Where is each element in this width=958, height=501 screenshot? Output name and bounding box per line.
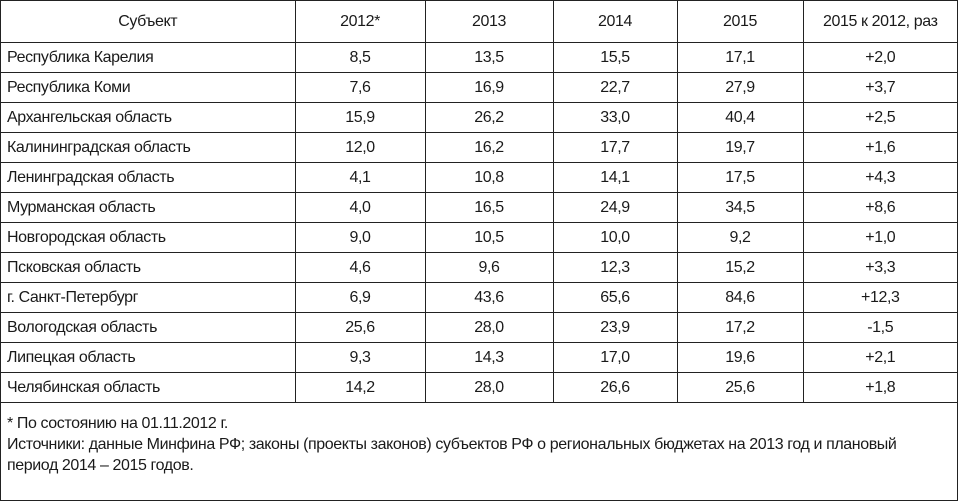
value-cell: 17,1 bbox=[676, 42, 804, 73]
data-table: Субъект 2012* 2013 2014 2015 2015 к 2012, раз… bbox=[1, 1, 957, 403]
value-cell: 25,6 bbox=[294, 312, 426, 343]
table-row: Вологодская область 25,6 28,0 23,9 17,2 -1,5 bbox=[1, 312, 957, 343]
region-cell: Новгородская область bbox=[1, 222, 296, 253]
table-row: г. Санкт-Петербург 6,9 43,6 65,6 84,6 +12,3 bbox=[1, 282, 957, 313]
value-cell: 9,6 bbox=[424, 252, 554, 283]
region-cell: Архангельская область bbox=[1, 102, 296, 133]
value-cell: 25,6 bbox=[676, 372, 804, 403]
value-cell: +3,3 bbox=[802, 252, 957, 283]
value-cell: +3,7 bbox=[802, 72, 957, 103]
value-cell: 14,1 bbox=[552, 162, 678, 193]
value-cell: 17,7 bbox=[552, 132, 678, 163]
region-cell: Республика Коми bbox=[1, 72, 296, 103]
value-cell: 26,6 bbox=[552, 372, 678, 403]
value-cell: 17,2 bbox=[676, 312, 804, 343]
header-cell: 2014 bbox=[552, 1, 678, 43]
header-cell: Субъект bbox=[1, 1, 296, 43]
value-cell: 28,0 bbox=[424, 312, 554, 343]
value-cell: 12,3 bbox=[552, 252, 678, 283]
header-cell: 2015 bbox=[676, 1, 804, 43]
notes: * По состоянию на 01.11.2012 г. Источники… bbox=[1, 403, 957, 476]
value-cell: 4,1 bbox=[294, 162, 426, 193]
value-cell: 10,8 bbox=[424, 162, 554, 193]
value-cell: 17,5 bbox=[676, 162, 804, 193]
value-cell: +1,0 bbox=[802, 222, 957, 253]
table-row: Новгородская область 9,0 10,5 10,0 9,2 +1,0 bbox=[1, 222, 957, 253]
header-row: Субъект 2012* 2013 2014 2015 2015 к 2012, раз bbox=[1, 1, 957, 43]
table-row: Челябинская область 14,2 28,0 26,6 25,6 +1,8 bbox=[1, 372, 957, 403]
value-cell: 12,0 bbox=[294, 132, 426, 163]
value-cell: 9,2 bbox=[676, 222, 804, 253]
value-cell: 33,0 bbox=[552, 102, 678, 133]
value-cell: +2,5 bbox=[802, 102, 957, 133]
value-cell: 24,9 bbox=[552, 192, 678, 223]
value-cell: +12,3 bbox=[802, 282, 957, 313]
value-cell: 19,6 bbox=[676, 342, 804, 373]
value-cell: 28,0 bbox=[424, 372, 554, 403]
table-row: Мурманская область 4,0 16,5 24,9 34,5 +8,6 bbox=[1, 192, 957, 223]
value-cell: 14,2 bbox=[294, 372, 426, 403]
table-row: Липецкая область 9,3 14,3 17,0 19,6 +2,1 bbox=[1, 342, 957, 373]
value-cell: +1,6 bbox=[802, 132, 957, 163]
value-cell: 16,5 bbox=[424, 192, 554, 223]
table-row: Республика Коми 7,6 16,9 22,7 27,9 +3,7 bbox=[1, 72, 957, 103]
value-cell: 7,6 bbox=[294, 72, 426, 103]
value-cell: 34,5 bbox=[676, 192, 804, 223]
header-cell: 2012* bbox=[294, 1, 426, 43]
value-cell: +2,0 bbox=[802, 42, 957, 73]
value-cell: 27,9 bbox=[676, 72, 804, 103]
table-row: Архангельская область 15,9 26,2 33,0 40,4 +2,… bbox=[1, 102, 957, 133]
region-cell: Псковская область bbox=[1, 252, 296, 283]
value-cell: 23,9 bbox=[552, 312, 678, 343]
value-cell: 4,6 bbox=[294, 252, 426, 283]
note-line: Источники: данные Минфина РФ; законы (пр… bbox=[7, 436, 897, 474]
region-cell: г. Санкт-Петербург bbox=[1, 282, 296, 313]
value-cell: 43,6 bbox=[424, 282, 554, 313]
region-cell: Ленинградская область bbox=[1, 162, 296, 193]
value-cell: +1,8 bbox=[802, 372, 957, 403]
value-cell: 14,3 bbox=[424, 342, 554, 373]
header-cell: 2013 bbox=[424, 1, 554, 43]
value-cell: +8,6 bbox=[802, 192, 957, 223]
value-cell: -1,5 bbox=[802, 312, 957, 343]
value-cell: 6,9 bbox=[294, 282, 426, 313]
table-row: Калининградская область 12,0 16,2 17,7 19,7 +… bbox=[1, 132, 957, 163]
value-cell: 8,5 bbox=[294, 42, 426, 73]
header-cell: 2015 к 2012, раз bbox=[802, 1, 957, 43]
value-cell: 22,7 bbox=[552, 72, 678, 103]
table-row: Ленинградская область 4,1 10,8 14,1 17,5 +4,3 bbox=[1, 162, 957, 193]
value-cell: 84,6 bbox=[676, 282, 804, 313]
value-cell: 10,5 bbox=[424, 222, 554, 253]
value-cell: 65,6 bbox=[552, 282, 678, 313]
value-cell: 16,9 bbox=[424, 72, 554, 103]
value-cell: 4,0 bbox=[294, 192, 426, 223]
value-cell: 26,2 bbox=[424, 102, 554, 133]
value-cell: +4,3 bbox=[802, 162, 957, 193]
value-cell: 10,0 bbox=[552, 222, 678, 253]
value-cell: 9,3 bbox=[294, 342, 426, 373]
region-cell: Республика Карелия bbox=[1, 42, 296, 73]
region-cell: Вологодская область bbox=[1, 312, 296, 343]
note-line: * По состоянию на 01.11.2012 г. bbox=[7, 415, 228, 432]
region-cell: Липецкая область bbox=[1, 342, 296, 373]
value-cell: 9,0 bbox=[294, 222, 426, 253]
region-cell: Челябинская область bbox=[1, 372, 296, 403]
value-cell: 15,5 bbox=[552, 42, 678, 73]
value-cell: 13,5 bbox=[424, 42, 554, 73]
value-cell: 40,4 bbox=[676, 102, 804, 133]
table-row: Псковская область 4,6 9,6 12,3 15,2 +3,3 bbox=[1, 252, 957, 283]
value-cell: 19,7 bbox=[676, 132, 804, 163]
value-cell: +2,1 bbox=[802, 342, 957, 373]
value-cell: 15,9 bbox=[294, 102, 426, 133]
value-cell: 15,2 bbox=[676, 252, 804, 283]
value-cell: 17,0 bbox=[552, 342, 678, 373]
region-cell: Мурманская область bbox=[1, 192, 296, 223]
value-cell: 16,2 bbox=[424, 132, 554, 163]
table-row: Республика Карелия 8,5 13,5 15,5 17,1 +2,0 bbox=[1, 42, 957, 73]
region-cell: Калининградская область bbox=[1, 132, 296, 163]
